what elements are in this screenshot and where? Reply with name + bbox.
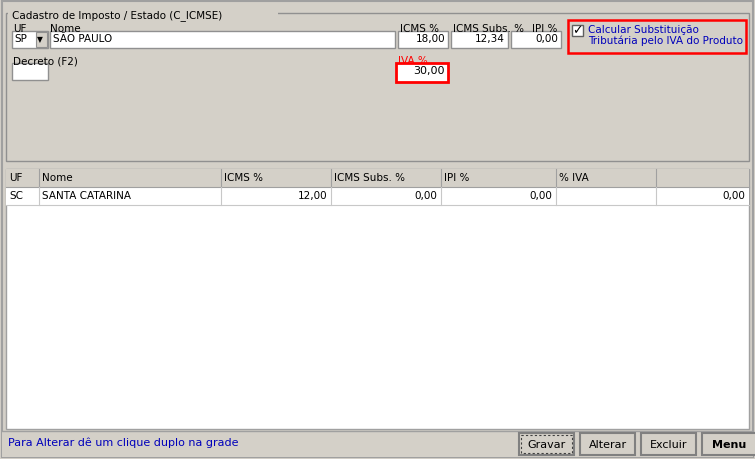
Text: IPI %: IPI % (444, 173, 470, 183)
Text: ICMS Subs. %: ICMS Subs. % (453, 24, 524, 34)
Bar (641, 433, 696, 455)
Bar (36, 33, 47, 48)
Text: 18,00: 18,00 (415, 34, 445, 44)
Bar (12, 32, 48, 49)
Bar (580, 433, 635, 455)
Text: ICMS %: ICMS % (224, 173, 263, 183)
Text: UF: UF (13, 24, 26, 34)
Text: UF: UF (9, 173, 23, 183)
Text: SC: SC (9, 190, 23, 201)
Text: SANTA CATARINA: SANTA CATARINA (42, 190, 131, 201)
Bar (519, 433, 574, 455)
Bar (6, 14, 749, 162)
Text: 0,00: 0,00 (414, 190, 437, 201)
Text: % IVA: % IVA (559, 173, 589, 183)
Text: Cadastro de Imposto / Estado (C_ICMSE): Cadastro de Imposto / Estado (C_ICMSE) (12, 10, 222, 21)
Text: 0,00: 0,00 (535, 34, 558, 44)
Bar (396, 64, 448, 83)
Bar (6, 188, 749, 206)
Text: Calcular Substituição: Calcular Substituição (588, 25, 699, 35)
Text: ICMS %: ICMS % (400, 24, 439, 34)
Bar (50, 32, 395, 49)
Text: Decreto (F2): Decreto (F2) (13, 56, 78, 66)
Text: 30,00: 30,00 (414, 66, 445, 76)
Text: SÃO PAULO: SÃO PAULO (53, 34, 112, 44)
Bar (12, 64, 48, 81)
Text: Alterar: Alterar (588, 439, 627, 449)
Text: Tributária pelo IVA do Produto: Tributária pelo IVA do Produto (588, 35, 743, 45)
Text: IVA %: IVA % (398, 56, 428, 66)
Bar (702, 433, 755, 455)
Bar (451, 32, 508, 49)
Text: Excluir: Excluir (650, 439, 687, 449)
Bar (398, 32, 448, 49)
Text: 0,00: 0,00 (722, 190, 745, 201)
Text: Nome: Nome (42, 173, 72, 183)
Bar (521, 435, 572, 453)
Bar (8, 11, 278, 19)
Text: 12,34: 12,34 (475, 34, 505, 44)
Text: Para Alterar dê um clique duplo na grade: Para Alterar dê um clique duplo na grade (8, 437, 239, 448)
Text: Nome: Nome (50, 24, 81, 34)
Text: ▼: ▼ (37, 35, 43, 44)
Text: SP: SP (14, 34, 27, 44)
Text: ICMS Subs. %: ICMS Subs. % (334, 173, 405, 183)
Bar (2, 431, 753, 457)
Bar (511, 32, 561, 49)
Bar (6, 170, 749, 188)
Text: IPI %: IPI % (532, 24, 557, 34)
Text: Menu: Menu (713, 439, 747, 449)
Bar (6, 170, 749, 429)
Text: 0,00: 0,00 (529, 190, 552, 201)
Text: ✓: ✓ (572, 24, 583, 37)
Bar (568, 21, 746, 54)
Text: Gravar: Gravar (528, 439, 565, 449)
Bar (572, 26, 583, 37)
Text: 12,00: 12,00 (297, 190, 327, 201)
